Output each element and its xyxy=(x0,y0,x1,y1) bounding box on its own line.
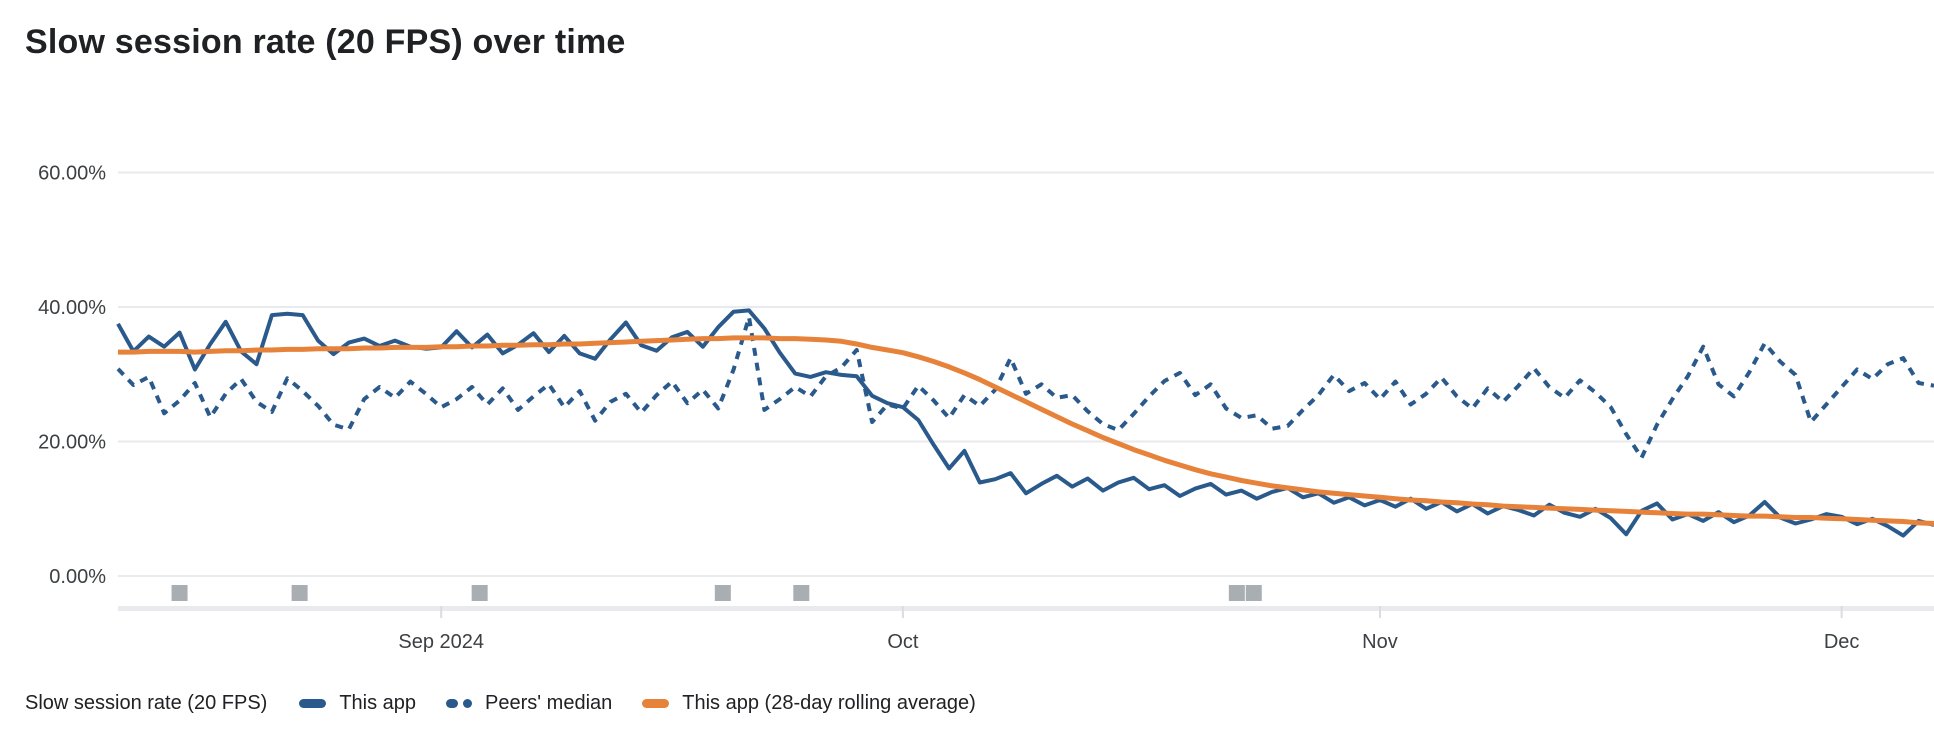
x-axis-label: Oct xyxy=(887,631,919,653)
rolling-average-line[interactable] xyxy=(118,335,1934,526)
legend-item-label: Peers' median xyxy=(485,692,613,714)
x-axis-tick xyxy=(1840,606,1843,618)
peers-median-line[interactable] xyxy=(116,315,1934,460)
y-axis-label: 40.00% xyxy=(38,297,106,319)
y-axis-label: 60.00% xyxy=(38,163,106,185)
y-axis-label: 0.00% xyxy=(49,566,106,588)
legend-item-peers-median[interactable]: Peers' median xyxy=(446,692,612,715)
x-axis-label: Nov xyxy=(1362,631,1398,653)
legend-item-label: This app (28-day rolling average) xyxy=(682,692,976,714)
x-axis-tick xyxy=(1378,606,1381,618)
x-axis-label: Sep 2024 xyxy=(398,631,484,653)
chart-title: Slow session rate (20 FPS) over time xyxy=(25,23,626,61)
x-axis-baseline xyxy=(118,606,1934,611)
release-marker[interactable] xyxy=(714,585,731,601)
y-axis-label: 20.00% xyxy=(38,432,106,454)
release-marker[interactable] xyxy=(1228,585,1245,601)
release-marker[interactable] xyxy=(171,585,188,601)
x-axis-tick xyxy=(901,606,904,618)
chart-legend: Slow session rate (20 FPS) This app Peer… xyxy=(25,692,1934,715)
rolling-average-line-icon xyxy=(642,699,670,708)
chart-canvas[interactable]: 60.00% 40.00% 20.00% 0.00% Sep 2024 Oct Nov Dec xyxy=(0,70,1934,660)
legend-item-rolling-avg[interactable]: This app (28-day rolling average) xyxy=(642,692,976,715)
legend-metric-label: Slow session rate (20 FPS) xyxy=(25,692,268,714)
this-app-line[interactable] xyxy=(116,308,1934,538)
legend-item-label: This app xyxy=(339,692,417,714)
release-marker[interactable] xyxy=(471,585,488,601)
peers-median-dashed-line-icon xyxy=(446,699,473,708)
x-axis-label: Dec xyxy=(1824,631,1860,653)
this-app-line-icon xyxy=(299,699,327,708)
legend-item-this-app[interactable]: This app xyxy=(299,692,416,715)
slow-session-rate-panel: Slow session rate (20 FPS) over time 60.… xyxy=(0,20,1934,756)
x-axis-tick xyxy=(440,606,443,618)
release-marker[interactable] xyxy=(1245,585,1262,601)
release-marker[interactable] xyxy=(793,585,810,601)
release-marker[interactable] xyxy=(291,585,308,601)
